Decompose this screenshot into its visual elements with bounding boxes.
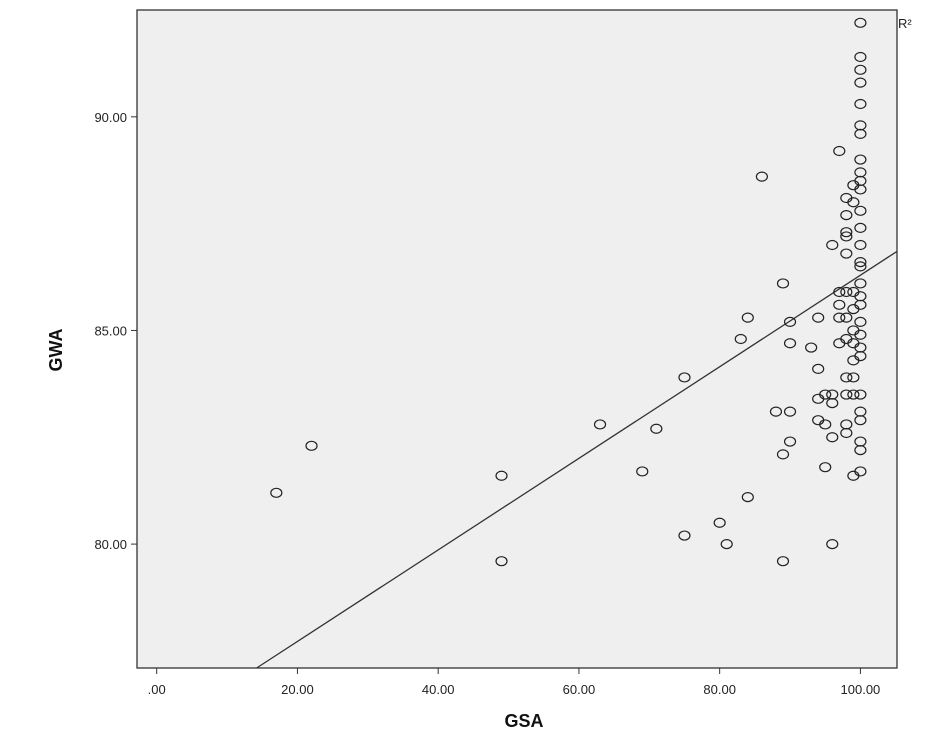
data-point — [854, 64, 867, 75]
x-tick-label: 60.00 — [563, 682, 596, 697]
data-point — [812, 312, 825, 323]
data-point — [755, 171, 768, 182]
data-point — [854, 98, 867, 110]
data-point — [847, 372, 860, 383]
data-point — [678, 530, 691, 541]
data-point — [593, 419, 607, 430]
data-point — [854, 184, 867, 195]
data-point — [819, 462, 832, 473]
data-point — [854, 299, 867, 310]
data-point — [854, 154, 867, 165]
data-point — [854, 222, 867, 234]
data-point — [833, 299, 846, 310]
x-axis-title: GSA — [504, 711, 543, 731]
data-point — [270, 487, 283, 498]
data-point — [826, 239, 839, 251]
x-tick-label: 20.00 — [281, 682, 314, 697]
data-point — [783, 316, 797, 328]
data-point — [840, 231, 853, 242]
data-point — [854, 350, 867, 362]
data-point — [854, 77, 867, 88]
data-point — [826, 397, 839, 409]
data-point — [495, 470, 508, 481]
data-point — [650, 423, 663, 434]
y-axis-title: GWA — [46, 329, 66, 372]
data-point — [833, 286, 846, 298]
data-point — [812, 363, 825, 375]
data-point — [741, 491, 754, 503]
x-tick-label: 100.00 — [841, 682, 881, 697]
data-point — [783, 436, 797, 447]
data-point — [741, 312, 754, 323]
data-point — [678, 372, 691, 383]
data-points — [270, 17, 867, 567]
data-point — [720, 538, 733, 550]
data-point — [854, 389, 867, 400]
y-tick-label: 80.00 — [94, 537, 127, 552]
data-point — [840, 248, 853, 259]
x-axis: .00 20.00 40.00 60.00 80.00 100.00 — [148, 668, 881, 697]
plot-area — [136, 9, 898, 669]
data-point — [636, 466, 649, 477]
data-point — [833, 145, 846, 157]
data-point — [854, 256, 867, 268]
data-point — [495, 556, 508, 567]
r2-label: R² — [898, 16, 912, 31]
data-point — [833, 312, 846, 323]
data-point — [819, 419, 832, 430]
data-point — [854, 261, 867, 272]
data-point — [713, 517, 726, 528]
data-point — [776, 449, 790, 460]
data-point — [840, 427, 853, 439]
data-point — [783, 406, 797, 417]
data-point — [776, 278, 790, 289]
data-point — [854, 415, 867, 426]
data-point — [840, 227, 853, 238]
x-tick-label: 40.00 — [422, 682, 455, 697]
x-tick-label: 80.00 — [703, 682, 736, 697]
data-point — [783, 338, 797, 349]
x-tick-label: .00 — [148, 682, 166, 697]
data-point — [854, 239, 867, 251]
data-point — [854, 329, 867, 340]
y-axis: 80.00 85.00 90.00 — [94, 110, 137, 552]
data-point — [734, 333, 747, 345]
data-point — [840, 209, 853, 221]
data-point — [854, 316, 867, 328]
data-point — [854, 278, 867, 289]
data-point — [840, 389, 853, 400]
data-point — [854, 128, 867, 140]
y-tick-label: 85.00 — [94, 323, 127, 338]
data-point — [854, 444, 867, 456]
data-point — [305, 440, 318, 451]
data-point — [769, 406, 783, 417]
data-point — [840, 312, 853, 323]
y-tick-label: 90.00 — [94, 110, 127, 125]
data-point — [854, 466, 867, 477]
data-point — [854, 17, 867, 28]
data-point — [854, 51, 867, 63]
data-point — [854, 205, 867, 216]
fit-line — [256, 250, 898, 669]
data-point — [840, 286, 853, 298]
data-point — [776, 556, 790, 567]
data-point — [847, 389, 860, 400]
data-point — [826, 432, 839, 443]
data-point — [826, 538, 839, 550]
data-point — [819, 389, 832, 400]
data-point — [847, 197, 860, 208]
data-point — [840, 372, 853, 383]
data-point — [805, 342, 818, 353]
